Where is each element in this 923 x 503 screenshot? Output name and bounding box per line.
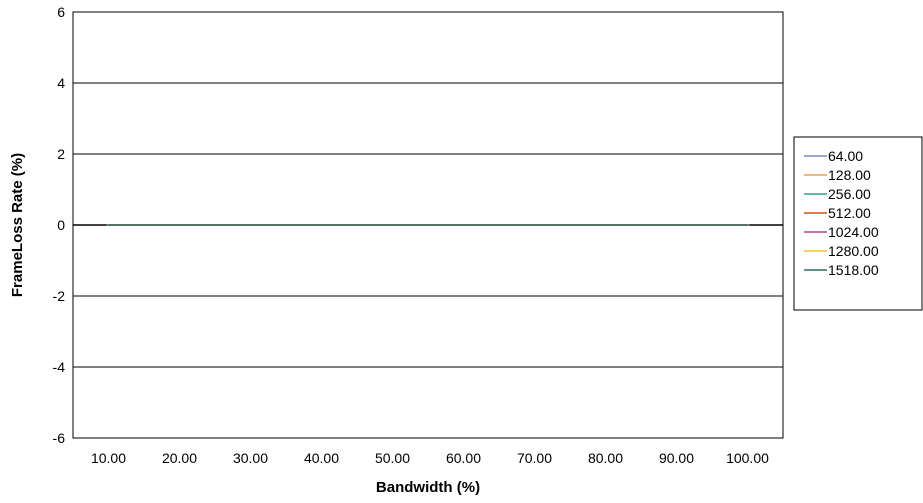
y-tick-label: 2 — [57, 146, 65, 162]
legend-label: 1024.00 — [828, 224, 879, 240]
y-axis-title: FrameLoss Rate (%) — [9, 153, 26, 297]
legend-label: 128.00 — [828, 167, 871, 183]
x-tick-label: 40.00 — [304, 450, 339, 466]
legend-box — [793, 136, 923, 311]
x-tick-label: 60.00 — [446, 450, 481, 466]
x-tick-label: 20.00 — [162, 450, 197, 466]
x-axis-title: Bandwidth (%) — [376, 479, 480, 496]
x-tick-label: 10.00 — [91, 450, 126, 466]
legend-label: 64.00 — [828, 148, 863, 164]
y-tick-label: 6 — [57, 4, 65, 20]
x-tick-labels: 10.00 20.00 30.00 40.00 50.00 60.00 70.00 80.00… — [91, 450, 769, 466]
x-tick-label: 30.00 — [233, 450, 268, 466]
legend-label: 512.00 — [828, 205, 871, 221]
y-tick-label: -2 — [53, 288, 66, 304]
y-tick-label: 0 — [57, 217, 65, 233]
legend-label: 256.00 — [828, 186, 871, 202]
x-tick-label: 90.00 — [659, 450, 694, 466]
y-tick-label: 4 — [57, 75, 65, 91]
y-tick-labels: -6 -4 -2 0 2 4 6 — [53, 4, 66, 446]
x-tick-label: 80.00 — [588, 450, 623, 466]
legend-label: 1280.00 — [828, 243, 879, 259]
legend-label: 1518.00 — [828, 262, 879, 278]
x-tick-label: 50.00 — [375, 450, 410, 466]
x-tick-label: 70.00 — [517, 450, 552, 466]
y-tick-label: -6 — [53, 430, 66, 446]
x-tick-label: 100.00 — [726, 450, 769, 466]
legend: 64.00 128.00 256.00 512.00 1024.00 1280.00 151… — [793, 136, 923, 311]
y-tick-label: -4 — [53, 359, 66, 375]
